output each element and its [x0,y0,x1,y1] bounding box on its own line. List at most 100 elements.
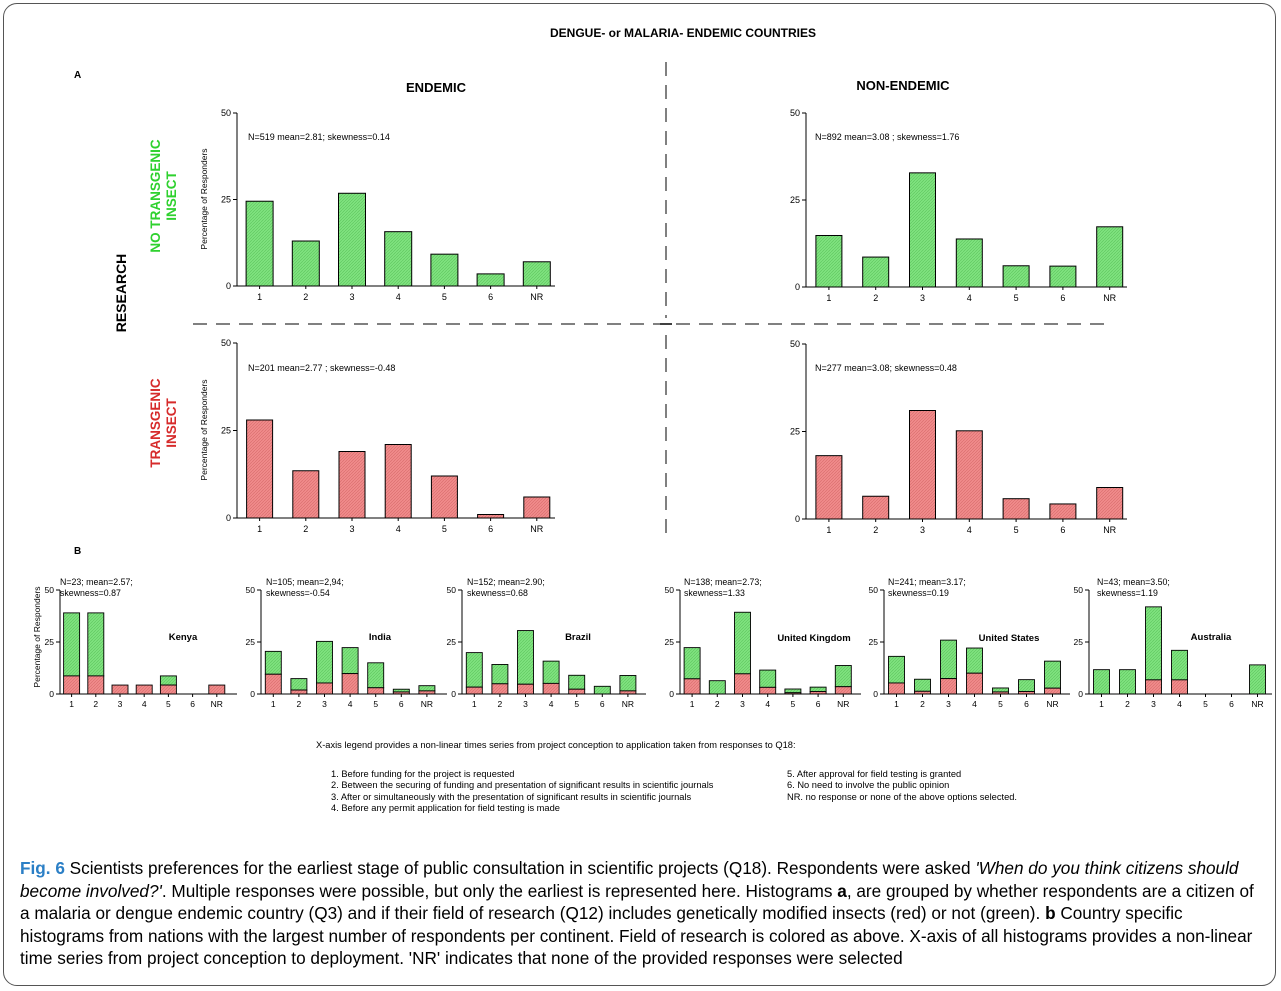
chart-b-kenya-bar-red [87,675,105,695]
chart-a-nonendemic-no-transgenic-y-tick-label: 50 [790,108,800,118]
chart-b-united-kingdom-country-label: United Kingdom [777,633,850,644]
chart-b-india-bar-green [418,685,436,692]
chart-b-united-kingdom-y-tick-label: 25 [665,637,675,647]
chart-b-united-states-stats-line2: skewness=0.19 [888,588,949,598]
chart-b-australia-y-tick-label: 25 [1074,637,1084,647]
chart-b-brazil-bar-green [593,685,611,695]
chart-a-nonendemic-no-transgenic-x-tick-label: 1 [826,293,831,303]
chart-b-australia-stats-line2: skewness=1.19 [1097,588,1158,598]
x-axis-legend: X-axis legend provides a non-linear time… [316,740,796,751]
chart-b-united-states-bar-green [940,639,957,680]
chart-a-nonendemic-transgenic-bar [1002,498,1030,520]
chart-a-nonendemic-no-transgenic-y-tick-label: 0 [795,282,800,292]
chart-b-australia-x-tick-label: 2 [1125,699,1130,709]
chart-b-india-bar-red [316,682,333,695]
chart-a-nonendemic-no-transgenic-y-tick-label: 25 [790,195,800,205]
chart-b-india-bar-red [290,689,308,695]
chart-b-india-bar-green [367,662,385,689]
chart-a-nonendemic-transgenic-stats: N=277 mean=3.08; skewness=0.48 [815,363,957,373]
chart-b-india-bar-red [264,673,282,695]
caption-text-4: Country specific histograms from nations… [20,903,1253,969]
chart-b-united-kingdom-stats-line1: N=138; mean=2.73; [684,577,762,587]
chart-a-endemic-transgenic-x-tick-label: 1 [257,524,262,534]
chart-b-brazil-x-tick-label: 4 [549,699,554,709]
chart-b-united-states-bar-green [914,678,931,692]
chart-b-united-kingdom-x-tick-label: 5 [791,699,796,709]
chart-b-united-states-bar-red [940,678,957,695]
chart-a-nonendemic-transgenic-y-tick-label: 0 [795,514,800,524]
chart-a-nonendemic-transgenic-x-tick-label: 4 [967,525,972,535]
chart-a-endemic-transgenic-x-tick-label: 5 [442,524,447,534]
chart-b-united-kingdom-x-tick-label: 6 [816,699,821,709]
chart-a-nonendemic-transgenic-x-tick-label: 6 [1060,525,1065,535]
chart-b-brazil-bar-green [491,664,509,685]
chart-b-united-states-bar-red [888,682,905,695]
chart-a-endemic-transgenic-y-tick-label: 50 [221,338,231,348]
row-label-transgenic-line2: INSECT [164,397,179,447]
chart-b-india-stats-line2: skewness=-0.54 [266,588,330,598]
chart-b-united-kingdom-bar-red [759,686,777,695]
chart-a-endemic-no-transgenic-x-tick-label: 4 [396,292,401,302]
chart-b-brazil-x-tick-label: NR [622,699,634,709]
chart-b-brazil-x-tick-label: 3 [523,699,528,709]
chart-a-nonendemic-no-transgenic-bar [1096,226,1124,288]
chart-a-nonendemic-no-transgenic-bar [1002,265,1030,288]
chart-b-brazil-stats-line2: skewness=0.68 [467,588,528,598]
figure-frame [3,3,1276,986]
chart-b-brazil-bar-green [568,674,586,690]
chart-b-united-kingdom-x-tick-label: NR [837,699,849,709]
chart-b-australia-stats-line1: N=43; mean=3.50; [1097,577,1170,587]
chart-b-india-x-tick-label: 3 [322,699,327,709]
chart-b-brazil-x-tick-label: 6 [600,699,605,709]
chart-b-brazil-bar-red [491,683,509,695]
chart-b-united-states-x-tick-label: 6 [1024,699,1029,709]
chart-a-nonendemic-transgenic-bar [955,430,983,520]
chart-b-australia-bar-green [1145,606,1162,681]
main-title: DENGUE- or MALARIA- ENDEMIC COUNTRIES [550,26,816,40]
chart-b-kenya-bar-red [111,684,129,695]
legend-intro: X-axis legend provides a non-linear time… [316,740,796,750]
chart-b-brazil-bar-green [542,660,560,684]
caption-panel-a: a [837,880,847,901]
chart-a-nonendemic-no-transgenic-bar [909,172,936,288]
chart-a-endemic-transgenic-x-tick-label: 6 [488,524,493,534]
chart-b-india-bar-green [264,650,282,675]
chart-a-endemic-no-transgenic-bar [522,261,551,287]
chart-b-kenya-y-tick-label: 25 [45,637,55,647]
chart-b-united-kingdom-bar-red [683,678,701,695]
legend-right-column: 5. After approval for field testing is g… [787,769,1017,803]
chart-a-nonendemic-no-transgenic-x-tick-label: 2 [873,293,878,303]
row-label-research: RESEARCH [113,254,129,333]
chart-b-kenya-bar-red [63,675,81,695]
chart-b-india-x-tick-label: 5 [373,699,378,709]
legend-item: 6. No need to involve the public opinion [787,780,950,791]
chart-b-australia-x-tick-label: 4 [1177,699,1182,709]
chart-b-united-kingdom-y-tick-label: 0 [669,689,674,699]
chart-b-brazil-bar-red [517,683,534,695]
chart-b-india-stats-line1: N=105; mean=2,94; [266,577,344,587]
chart-b-united-kingdom-bar-green [683,647,701,680]
chart-a-nonendemic-transgenic-bar [1096,487,1124,520]
chart-b-united-kingdom-x-tick-label: 4 [765,699,770,709]
chart-b-australia-x-tick-label: NR [1251,699,1263,709]
legend-item: 2. Between the securing of funding and p… [331,780,714,791]
legend-left-column: 1. Before funding for the project is req… [331,769,713,815]
chart-b-brazil-bar-red [568,688,586,695]
ylabel-a-top: Percentage of Responders [199,148,209,249]
chart-b-brazil-x-tick-label: 5 [574,699,579,709]
ylabel-a-bottom: Percentage of Responders [199,379,209,480]
chart-b-united-kingdom-x-tick-label: 1 [690,699,695,709]
chart-a-endemic-transgenic-bar [477,514,505,519]
chart-a-nonendemic-transgenic-x-tick-label: 3 [920,525,925,535]
chart-b-australia-y-tick-label: 50 [1074,585,1084,595]
chart-a-endemic-no-transgenic-bar [384,231,413,287]
chart-b-united-states-y-tick-label: 50 [869,585,879,595]
legend-item: 3. After or simultaneously with the pres… [331,791,692,802]
chart-a-endemic-no-transgenic-stats: N=519 mean=2.81; skewness=0.14 [248,132,390,142]
chart-b-kenya-bar-red [208,684,226,695]
chart-a-endemic-transgenic-bar [384,444,412,519]
chart-b-united-states-x-tick-label: NR [1046,699,1058,709]
chart-b-australia-bar-green [1119,669,1136,695]
chart-b-brazil-x-tick-label: 2 [498,699,503,709]
